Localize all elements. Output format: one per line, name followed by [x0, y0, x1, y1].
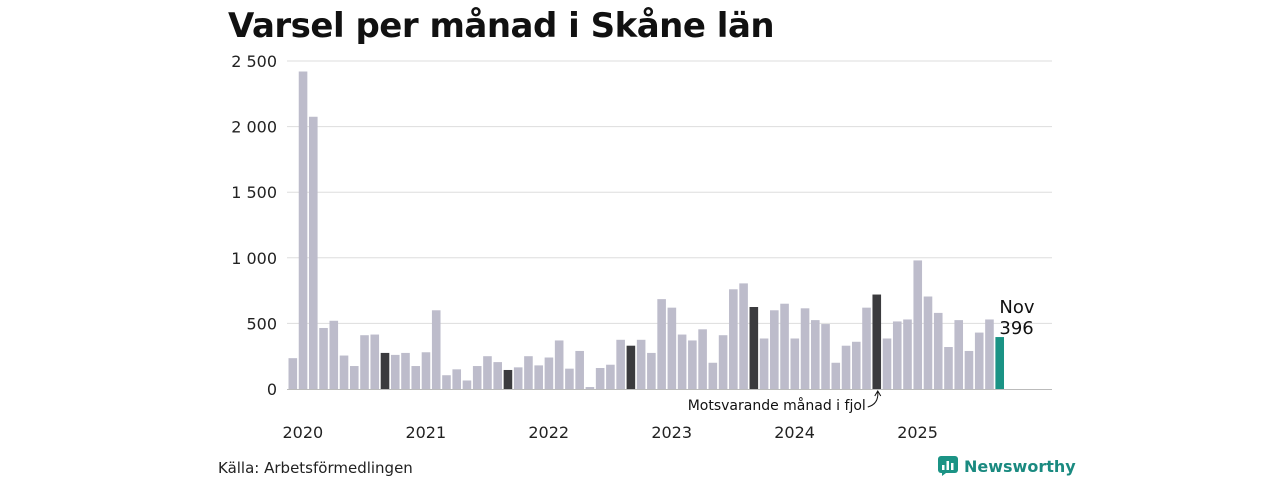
bar	[524, 356, 533, 389]
bar	[636, 339, 646, 389]
y-tick-label: 2 000	[231, 118, 277, 137]
bar	[462, 380, 472, 389]
bar	[616, 339, 625, 389]
bar	[841, 345, 851, 389]
bar	[493, 362, 502, 389]
bar	[503, 369, 513, 389]
bar	[913, 260, 923, 389]
bar	[790, 338, 800, 389]
y-tick-label: 0	[267, 380, 277, 399]
bar	[288, 358, 298, 389]
bar	[575, 350, 584, 389]
bar	[483, 356, 492, 389]
gridlines	[287, 60, 1052, 324]
brand-name: Newsworthy	[964, 456, 1076, 476]
bar	[554, 340, 564, 389]
brand-logo[interactable]: Newsworthy	[938, 456, 1076, 476]
bar	[954, 320, 964, 389]
bar	[349, 366, 359, 389]
bar	[810, 320, 820, 389]
bar	[411, 366, 421, 389]
bar	[698, 329, 707, 389]
bar	[421, 352, 431, 389]
bar	[329, 320, 339, 389]
bar	[308, 116, 318, 389]
bar	[718, 335, 728, 389]
annotation-arrow	[867, 390, 882, 408]
bar	[944, 347, 953, 389]
annotation-group: Motsvarande månad i fjol	[688, 390, 882, 414]
bar	[974, 332, 984, 389]
bar	[995, 337, 1005, 389]
bar	[442, 375, 451, 389]
bar	[831, 362, 841, 389]
bar	[821, 324, 830, 389]
bar	[770, 310, 779, 389]
bar	[759, 338, 769, 389]
bar	[452, 369, 462, 389]
bar	[729, 289, 738, 389]
bar	[585, 387, 595, 389]
x-tick-label: 2025	[897, 423, 938, 442]
y-tick-labels: 0 500 1 000 1 500 2 000 2 500	[231, 52, 277, 399]
annotation-text: Motsvarande månad i fjol	[688, 397, 866, 414]
chart-title: Varsel per månad i Skåne län	[228, 6, 775, 46]
bar	[882, 338, 892, 389]
bar	[606, 364, 615, 389]
bar	[534, 365, 543, 389]
bar	[472, 366, 482, 389]
bar	[749, 307, 759, 389]
bars	[288, 71, 1005, 389]
bar	[626, 345, 636, 389]
bar	[964, 350, 974, 389]
bar	[872, 294, 882, 389]
y-tick-label: 1 000	[231, 249, 277, 268]
bar	[401, 352, 410, 389]
bar	[390, 354, 400, 389]
bar	[800, 308, 810, 389]
x-tick-label: 2022	[528, 423, 569, 442]
x-tick-label: 2023	[651, 423, 692, 442]
bar	[431, 310, 441, 389]
bar	[862, 307, 871, 389]
current-month-label: Nov	[999, 297, 1034, 318]
bar	[647, 352, 656, 389]
bar	[380, 352, 390, 389]
x-tick-label: 2020	[283, 423, 324, 442]
y-tick-label: 500	[246, 314, 277, 333]
y-tick-label: 1 500	[231, 183, 277, 202]
bar	[544, 357, 554, 389]
bar	[319, 327, 328, 389]
newsworthy-chart-icon	[938, 456, 958, 476]
x-tick-label: 2024	[774, 423, 815, 442]
bar	[933, 312, 943, 389]
bar	[370, 334, 380, 389]
bar	[565, 368, 574, 389]
bar	[780, 303, 789, 389]
bar	[595, 368, 605, 389]
bar	[513, 367, 523, 389]
bar	[892, 321, 902, 389]
current-value-label: 396	[999, 318, 1033, 339]
bar	[985, 319, 994, 389]
bar	[657, 299, 666, 389]
y-tick-label: 2 500	[231, 52, 277, 71]
bar	[903, 319, 912, 389]
source-text: Källa: Arbetsförmedlingen	[218, 459, 413, 477]
bar	[708, 362, 718, 389]
bar	[339, 355, 349, 389]
bar	[298, 71, 308, 389]
x-tick-label: 2021	[405, 423, 446, 442]
bar	[851, 341, 861, 389]
bar	[923, 296, 933, 389]
bar	[688, 340, 697, 389]
bar	[360, 335, 369, 389]
bar	[667, 307, 677, 389]
bar	[739, 283, 748, 389]
x-tick-labels: 2020 2021 2022 2023 2024 2025	[283, 423, 938, 442]
bar	[677, 334, 687, 389]
